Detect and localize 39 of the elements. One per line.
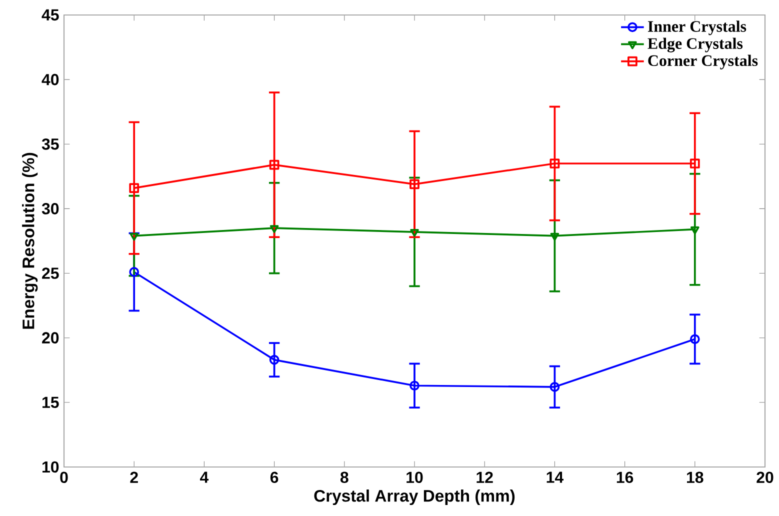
x-tick-label: 20	[756, 472, 774, 484]
point	[690, 158, 700, 168]
point	[129, 267, 140, 277]
point	[129, 183, 140, 193]
point	[270, 225, 279, 234]
x-tick-label: 2	[130, 472, 138, 483]
point	[550, 158, 560, 168]
y-tick-label: 30	[42, 203, 59, 214]
point	[690, 226, 700, 234]
point	[410, 229, 419, 237]
point	[130, 232, 139, 241]
x-tick-label: 8	[340, 472, 348, 484]
x-tick-label: 6	[270, 472, 278, 484]
x-tick-label: 16	[616, 472, 634, 484]
point	[690, 334, 700, 344]
x-tick-label: 14	[546, 472, 564, 483]
point	[550, 232, 560, 241]
y-tick-label: 15	[42, 396, 59, 408]
legend-label: Edge Crystals	[648, 38, 743, 52]
y-tick-label: 25	[42, 268, 59, 279]
x-tick-label: 18	[687, 472, 704, 484]
y-tick-label: 35	[42, 138, 59, 150]
x-tick-label: 10	[406, 472, 423, 484]
point	[410, 179, 420, 190]
y-axis-title: Energy Resolution (%)	[22, 152, 38, 329]
point	[410, 380, 420, 391]
y-tick-label: 10	[42, 461, 59, 473]
y-tick-label: 45	[42, 9, 59, 21]
x-tick-label: 12	[476, 472, 493, 483]
point	[269, 160, 280, 170]
legend-label: Inner Crystals	[648, 20, 746, 36]
legend-label: Corner Crystals	[648, 54, 758, 70]
x-tick-label: 4	[200, 472, 209, 483]
x-tick-label: 0	[60, 472, 68, 484]
y-tick-label: 40	[42, 74, 59, 86]
point	[269, 354, 280, 365]
y-tick-label: 20	[42, 332, 59, 344]
x-axis-title: Crystal Array Depth (mm)	[314, 490, 515, 506]
point	[550, 382, 560, 392]
